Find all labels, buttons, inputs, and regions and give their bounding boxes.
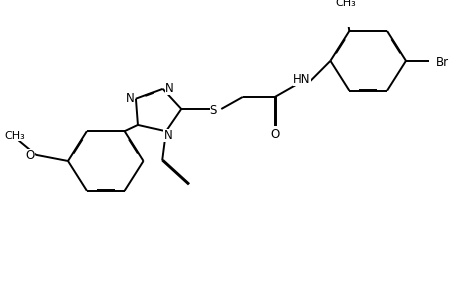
Text: HN: HN — [293, 73, 310, 86]
Text: O: O — [26, 149, 35, 162]
Text: N: N — [164, 82, 173, 95]
Text: Br: Br — [435, 56, 448, 69]
Text: N: N — [126, 92, 134, 105]
Text: CH₃: CH₃ — [5, 131, 25, 141]
Text: CH₃: CH₃ — [335, 0, 355, 8]
Text: N: N — [163, 129, 172, 142]
Text: S: S — [209, 104, 217, 117]
Text: O: O — [270, 128, 279, 140]
